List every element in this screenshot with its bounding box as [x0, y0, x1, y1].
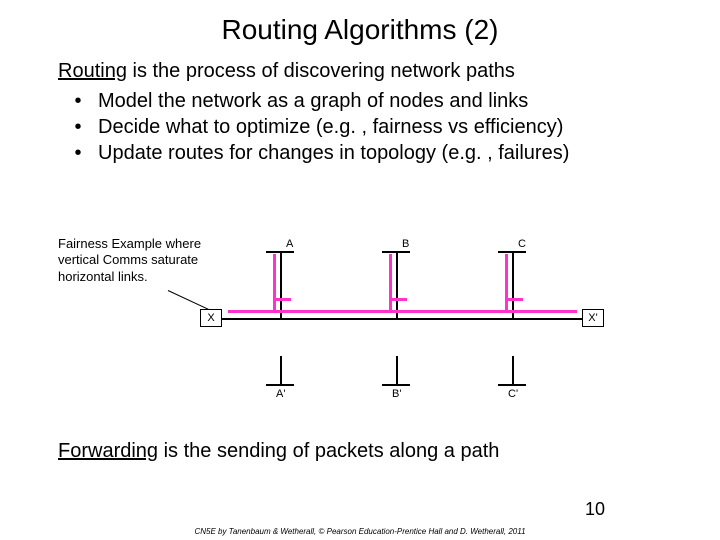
- bottom-tick: [382, 384, 410, 386]
- top-tick: [382, 251, 410, 253]
- bottom-tick: [266, 384, 294, 386]
- bus-line: [222, 318, 582, 320]
- flow-horizontal: [505, 310, 577, 313]
- bullet-list: • Model the network as a graph of nodes …: [58, 88, 670, 166]
- top-tick: [266, 251, 294, 253]
- footer-citation: CN5E by Tanenbaum & Wetherall, © Pearson…: [0, 527, 720, 536]
- flow-horizontal: [389, 310, 508, 313]
- body-text: Routing is the process of discovering ne…: [0, 46, 720, 166]
- flow-vertical: [389, 254, 392, 298]
- bullet-text: Model the network as a graph of nodes an…: [98, 88, 528, 114]
- flow-step: [273, 298, 291, 301]
- bottom-stub: [396, 356, 398, 384]
- routing-word: Routing: [58, 60, 127, 82]
- forwarding-line: Forwarding is the sending of packets alo…: [58, 440, 499, 463]
- bottom-tick: [498, 384, 526, 386]
- top-tick: [498, 251, 526, 253]
- forwarding-word: Forwarding: [58, 440, 158, 462]
- top-label: A: [286, 238, 293, 250]
- top-label: B: [402, 238, 409, 250]
- node-x: X: [200, 309, 222, 327]
- bullet-item: • Decide what to optimize (e.g. , fairne…: [58, 114, 670, 140]
- bottom-label: C': [508, 388, 518, 400]
- network-diagram: X X' A B C A' B' C': [172, 236, 632, 401]
- top-stub: [396, 251, 398, 318]
- bullet-marker: •: [58, 140, 98, 166]
- bottom-stub: [512, 356, 514, 384]
- flow-vertical: [273, 254, 276, 298]
- top-stub: [512, 251, 514, 318]
- bullet-marker: •: [58, 88, 98, 114]
- bullet-marker: •: [58, 114, 98, 140]
- bullet-item: • Update routes for changes in topology …: [58, 140, 670, 166]
- node-xprime: X': [582, 309, 604, 327]
- forwarding-rest: is the sending of packets along a path: [158, 440, 499, 462]
- bullet-item: • Model the network as a graph of nodes …: [58, 88, 670, 114]
- bottom-label: B': [392, 388, 401, 400]
- intro-line: Routing is the process of discovering ne…: [58, 58, 670, 84]
- top-stub: [280, 251, 282, 318]
- flow-horizontal: [228, 310, 276, 313]
- bottom-label: A': [276, 388, 285, 400]
- bullet-text: Update routes for changes in topology (e…: [98, 140, 569, 166]
- flow-horizontal: [273, 310, 392, 313]
- slide-title: Routing Algorithms (2): [0, 0, 720, 46]
- flow-step: [389, 298, 407, 301]
- page-number: 10: [585, 499, 605, 520]
- bullet-text: Decide what to optimize (e.g. , fairness…: [98, 114, 563, 140]
- flow-step: [505, 298, 523, 301]
- top-label: C: [518, 238, 526, 250]
- flow-vertical: [505, 254, 508, 298]
- bottom-stub: [280, 356, 282, 384]
- intro-rest: is the process of discovering network pa…: [127, 60, 515, 82]
